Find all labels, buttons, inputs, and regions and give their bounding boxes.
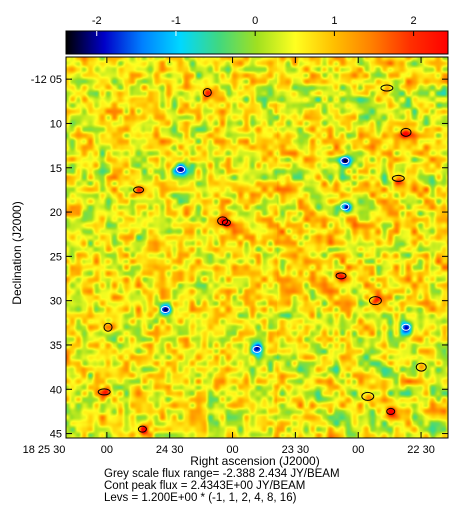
axes: -12 05 10 15 20 25 30 35 40 45 18 25 30 00 24 30 00 2…: [23, 56, 449, 456]
contour-positive: [400, 127, 412, 137]
colorbar-tick-label: 2: [411, 15, 417, 27]
x-axis-label: Right ascension (J2000): [190, 454, 319, 468]
x-tick-label: 00: [226, 444, 238, 456]
contour-positive: [335, 272, 347, 280]
contour-positive: [221, 219, 231, 227]
flux-map-image: [66, 57, 448, 438]
y-tick-label: 20: [50, 207, 62, 219]
y-tick-label: 45: [50, 429, 62, 441]
colorbar-bar: [65, 30, 449, 55]
contour-positive: [137, 425, 147, 433]
contour-negative: [176, 166, 186, 174]
contour-positive: [368, 296, 382, 306]
x-tick-label: 24 30: [156, 444, 184, 456]
x-tick-label: 18 25 30: [23, 444, 66, 456]
y-tick-label: 35: [50, 340, 62, 352]
contour-positive: [386, 407, 396, 415]
colorbar-ticks: -2 -1 0 1 2: [92, 15, 417, 36]
x-tick-label: 00: [101, 444, 113, 456]
x-tick-label: 23 30: [282, 444, 310, 456]
contour-positive: [380, 84, 394, 92]
contour-negative: [160, 306, 170, 314]
x-tick-label: 00: [352, 444, 364, 456]
colorbar-tick-label: 1: [331, 15, 337, 27]
contour-positive: [415, 362, 427, 372]
colorbar-tick-label: 0: [252, 15, 258, 27]
y-tick-label: 15: [50, 163, 62, 175]
caption-levels: Levs = 1.200E+00 * (-1, 1, 2, 4, 8, 16): [104, 492, 297, 504]
contour-positive: [103, 322, 113, 332]
y-axis-label: Declination (J2000): [10, 201, 24, 304]
contour-positive: [202, 87, 212, 97]
colorbar: [65, 30, 449, 55]
contour-positive: [391, 174, 405, 182]
plot-frame: [65, 56, 449, 439]
caption-peak-flux: Cont peak flux = 2.4343E+00 JY/BEAM: [104, 480, 306, 492]
contour-positive: [133, 186, 145, 194]
contour-positive: [361, 391, 375, 401]
caption-flux-range: Grey scale flux range= -2.388 2.434 JY/B…: [104, 468, 340, 480]
y-tick-label: 25: [50, 251, 62, 263]
contour-positive: [217, 216, 229, 226]
contour-negative: [340, 203, 350, 211]
contour-positive: [97, 388, 111, 396]
contour-negative: [340, 157, 350, 165]
y-tick-label: 10: [50, 118, 62, 130]
x-tick-label: 22 30: [407, 444, 435, 456]
y-tick-label: 40: [50, 384, 62, 396]
contour-negative: [401, 323, 411, 331]
y-tick-label: -12 05: [31, 74, 62, 86]
colorbar-tick-label: -1: [171, 15, 181, 27]
flux-map: [66, 57, 448, 438]
contour-negative: [252, 345, 262, 353]
y-tick-label: 30: [50, 296, 62, 308]
colorbar-tick-label: -2: [92, 15, 102, 27]
